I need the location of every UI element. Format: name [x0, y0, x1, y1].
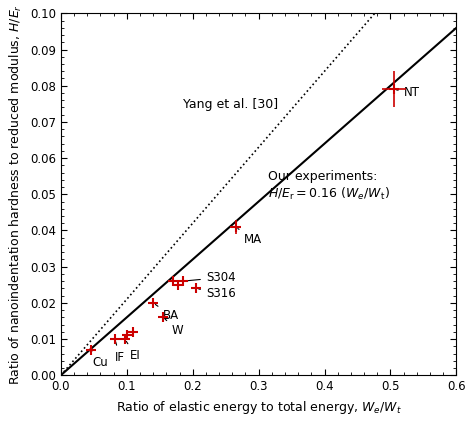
X-axis label: Ratio of elastic energy to total energy, $W_e/W_t$: Ratio of elastic energy to total energy,… [116, 399, 401, 416]
Text: Cu: Cu [91, 350, 108, 369]
Text: NT: NT [396, 86, 419, 100]
Text: S316: S316 [199, 287, 236, 300]
Text: MA: MA [238, 229, 262, 246]
Text: IF: IF [115, 342, 125, 364]
Text: Yang et al. [30]: Yang et al. [30] [183, 98, 278, 111]
Text: Our experiments:
$H/E_\mathrm{r} = 0.16\ (W_e/W_\mathrm{t})$: Our experiments: $H/E_\mathrm{r} = 0.16\… [268, 170, 390, 201]
Text: EI: EI [126, 341, 141, 362]
Text: W: W [165, 319, 183, 337]
Y-axis label: Ratio of nanoindentation hardness to reduced modulus, $H/E_r$: Ratio of nanoindentation hardness to red… [9, 4, 25, 385]
Text: BA: BA [155, 304, 179, 322]
Text: S304: S304 [185, 271, 236, 284]
